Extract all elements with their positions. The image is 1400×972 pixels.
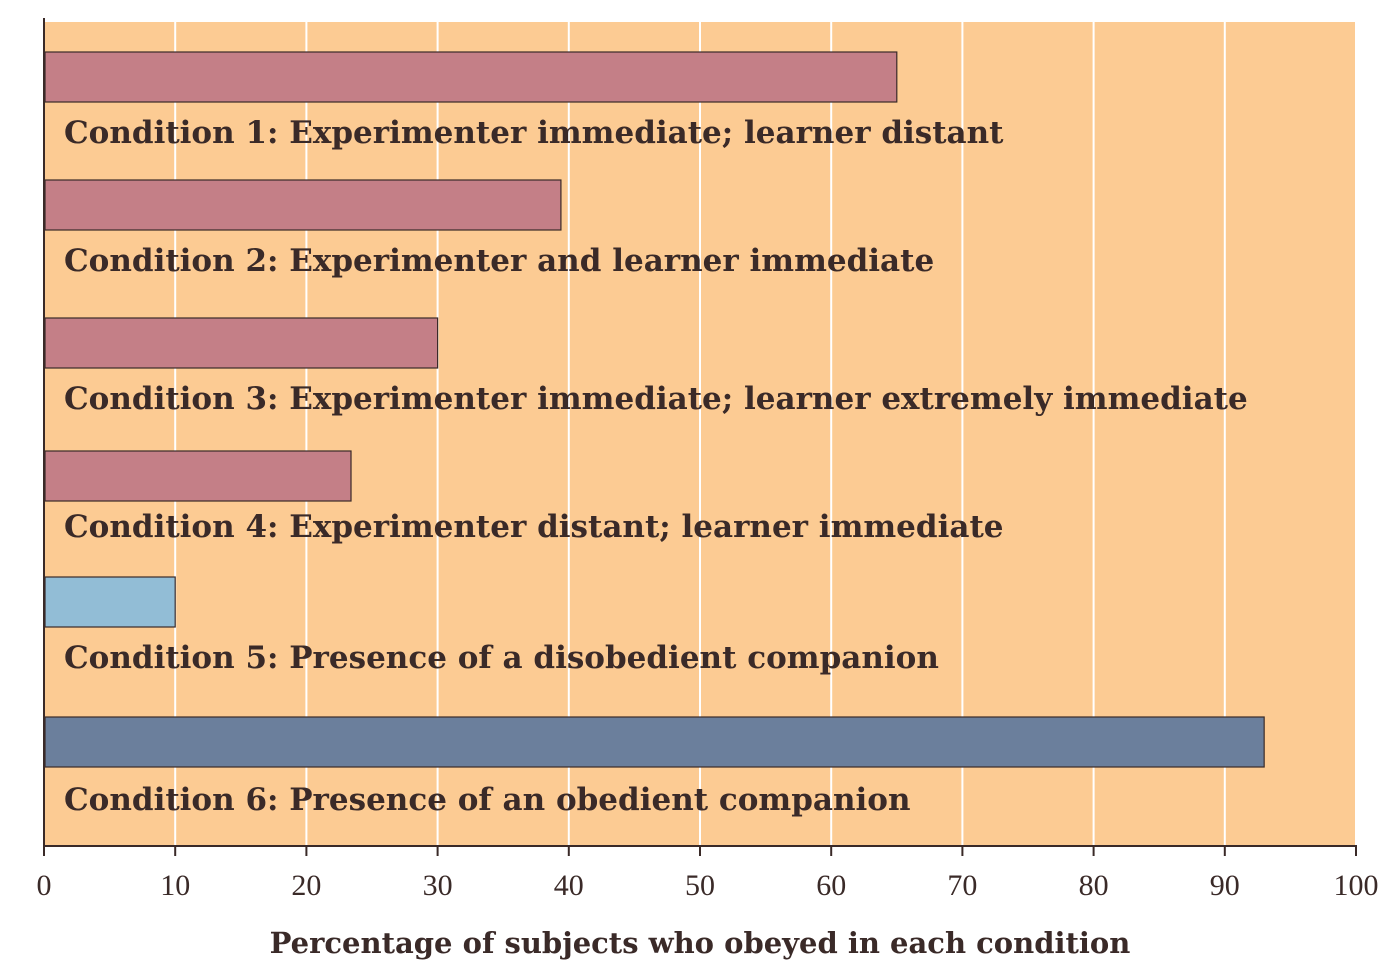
x-tick-label-70: 70 (947, 869, 977, 902)
bar-condition-3 (44, 317, 439, 369)
bar-condition-6 (44, 716, 1265, 768)
x-axis-title: Percentage of subjects who obeyed in eac… (270, 926, 1131, 960)
bar-condition-4 (44, 450, 352, 502)
x-tick-label-60: 60 (816, 869, 846, 902)
x-tick-label-40: 40 (554, 869, 584, 902)
bar-condition-1 (44, 51, 898, 103)
bar-label-condition-6: Condition 6: Presence of an obedient com… (64, 782, 911, 818)
x-tick-label-30: 30 (423, 869, 453, 902)
bar-label-condition-3: Condition 3: Experimenter immediate; lea… (64, 381, 1248, 417)
x-axis-ticks: 0 10 20 30 40 50 60 70 80 90 100 (37, 846, 1379, 902)
bar-label-condition-1: Condition 1: Experimenter immediate; lea… (64, 115, 1004, 151)
x-tick-label-90: 90 (1210, 869, 1240, 902)
condition-labels: Condition 1: Experimenter immediate; lea… (64, 115, 1248, 818)
bars (44, 51, 1265, 768)
x-tick-label-100: 100 (1334, 869, 1379, 902)
bar-condition-2 (44, 179, 562, 231)
x-tick-label-10: 10 (160, 869, 190, 902)
bar-condition-5 (44, 576, 176, 628)
x-tick-label-0: 0 (37, 869, 52, 902)
bar-label-condition-5: Condition 5: Presence of a disobedient c… (64, 640, 939, 676)
bar-label-condition-2: Condition 2: Experimenter and learner im… (64, 243, 934, 279)
bar-label-condition-4: Condition 4: Experimenter distant; learn… (64, 509, 1004, 545)
x-tick-label-50: 50 (685, 869, 715, 902)
gridlines (174, 22, 1357, 846)
x-tick-label-20: 20 (291, 869, 321, 902)
x-tick-label-80: 80 (1079, 869, 1109, 902)
